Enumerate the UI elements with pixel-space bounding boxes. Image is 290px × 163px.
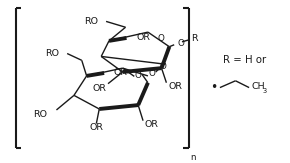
Text: OR: OR <box>89 123 103 132</box>
Text: CH: CH <box>251 82 265 91</box>
Text: RO: RO <box>33 110 47 119</box>
Text: O: O <box>177 39 184 48</box>
Text: O: O <box>148 69 155 78</box>
Text: O: O <box>135 71 142 80</box>
Text: RO: RO <box>45 49 59 58</box>
Text: OR: OR <box>136 33 150 42</box>
Text: O: O <box>159 62 166 71</box>
Text: OR: OR <box>145 120 159 129</box>
Text: OR: OR <box>168 82 182 91</box>
Text: R = H or: R = H or <box>223 55 266 65</box>
Text: •: • <box>210 81 218 94</box>
Text: n: n <box>191 153 196 162</box>
Text: O: O <box>157 34 164 43</box>
Text: OR: OR <box>92 84 106 93</box>
Text: R: R <box>191 34 197 43</box>
Text: RO: RO <box>84 17 98 26</box>
Text: OR: OR <box>114 68 128 77</box>
Text: 3: 3 <box>263 88 267 94</box>
